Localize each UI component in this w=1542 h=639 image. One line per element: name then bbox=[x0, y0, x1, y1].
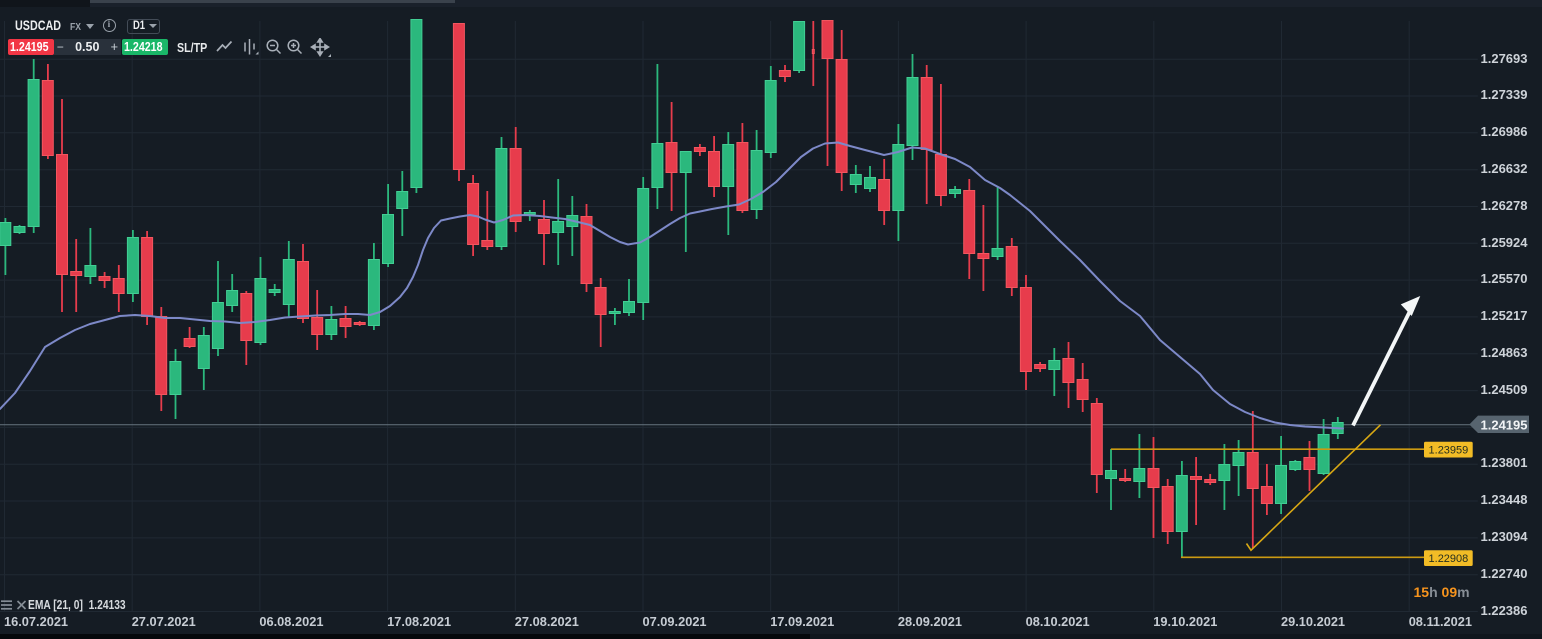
svg-text:1.23959: 1.23959 bbox=[1429, 445, 1469, 457]
svg-text:1.22908: 1.22908 bbox=[1429, 553, 1469, 565]
svg-text:1.24195: 1.24195 bbox=[1481, 417, 1528, 432]
